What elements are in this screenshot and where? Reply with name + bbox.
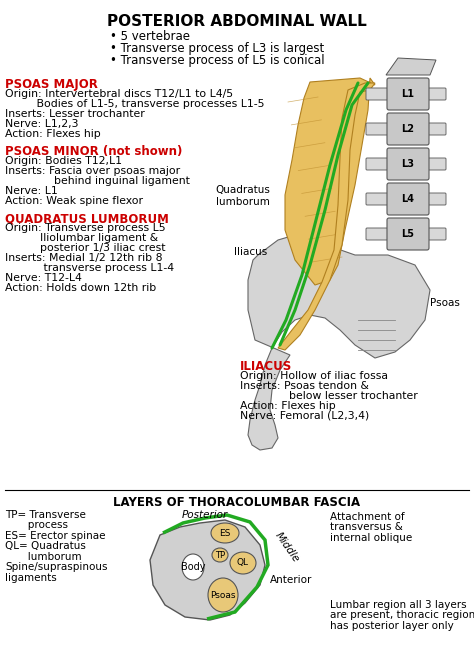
Polygon shape [386, 58, 436, 75]
Text: PSOAS MINOR (not shown): PSOAS MINOR (not shown) [5, 145, 182, 158]
Ellipse shape [211, 523, 239, 543]
Text: L2: L2 [401, 124, 414, 134]
Text: Inserts: Lesser trochanter: Inserts: Lesser trochanter [5, 109, 145, 119]
Text: PSOAS MAJOR: PSOAS MAJOR [5, 78, 98, 91]
Text: Psoas: Psoas [210, 591, 236, 599]
Text: Origin: Hollow of iliac fossa: Origin: Hollow of iliac fossa [240, 371, 388, 381]
Text: Nerve: L1: Nerve: L1 [5, 186, 58, 196]
FancyBboxPatch shape [387, 113, 429, 145]
FancyBboxPatch shape [387, 78, 429, 110]
Text: • Transverse process of L5 is conical: • Transverse process of L5 is conical [110, 54, 325, 67]
Text: ligaments: ligaments [5, 573, 57, 583]
Ellipse shape [182, 554, 204, 580]
Text: Bodies of L1-5, transverse processes L1-5: Bodies of L1-5, transverse processes L1-… [5, 99, 264, 109]
FancyBboxPatch shape [387, 183, 429, 215]
Text: Action: Flexes hip: Action: Flexes hip [240, 401, 336, 411]
Text: ES: ES [219, 528, 231, 538]
Text: Nerve: L1,2,3: Nerve: L1,2,3 [5, 119, 79, 129]
Text: Posterior: Posterior [182, 510, 228, 520]
Text: internal oblique: internal oblique [330, 533, 412, 543]
Text: Origin: Transverse process L5: Origin: Transverse process L5 [5, 223, 165, 233]
FancyBboxPatch shape [387, 218, 429, 250]
Polygon shape [150, 520, 265, 620]
Text: Anterior: Anterior [270, 575, 312, 585]
Text: Inserts: Medial 1/2 12th rib 8: Inserts: Medial 1/2 12th rib 8 [5, 253, 163, 263]
Text: L3: L3 [401, 159, 414, 169]
FancyBboxPatch shape [426, 158, 446, 170]
Text: Iliacus: Iliacus [234, 247, 267, 257]
Text: Inserts: Psoas tendon &: Inserts: Psoas tendon & [240, 381, 369, 391]
FancyBboxPatch shape [366, 193, 390, 205]
FancyBboxPatch shape [366, 123, 390, 135]
FancyBboxPatch shape [366, 158, 390, 170]
Text: behind inguinal ligament: behind inguinal ligament [5, 176, 190, 186]
Text: Psoas: Psoas [430, 298, 460, 308]
Text: Attachment of: Attachment of [330, 512, 405, 522]
Text: QUADRATUS LUMBORUM: QUADRATUS LUMBORUM [5, 212, 169, 225]
Ellipse shape [208, 578, 238, 612]
FancyBboxPatch shape [387, 148, 429, 180]
Text: QL= Quadratus: QL= Quadratus [5, 542, 86, 552]
Text: QL: QL [237, 558, 249, 568]
Polygon shape [278, 83, 375, 350]
Text: TP= Transverse: TP= Transverse [5, 510, 86, 520]
Text: L4: L4 [401, 194, 414, 204]
FancyBboxPatch shape [426, 193, 446, 205]
Text: Body: Body [181, 562, 205, 572]
Polygon shape [248, 235, 430, 450]
Text: process: process [5, 520, 68, 530]
Text: posterior 1/3 iliac crest: posterior 1/3 iliac crest [5, 243, 165, 253]
Text: Quadratus
lumborum: Quadratus lumborum [215, 185, 270, 206]
Text: below lesser trochanter: below lesser trochanter [240, 391, 418, 401]
Text: LAYERS OF THORACOLUMBAR FASCIA: LAYERS OF THORACOLUMBAR FASCIA [113, 496, 361, 509]
Text: Origin: Bodies T12,L1: Origin: Bodies T12,L1 [5, 156, 122, 166]
Text: Action: Flexes hip: Action: Flexes hip [5, 129, 101, 139]
Text: lumborum: lumborum [5, 552, 82, 562]
Ellipse shape [212, 548, 228, 562]
Text: Inserts: Fascia over psoas major: Inserts: Fascia over psoas major [5, 166, 180, 176]
Ellipse shape [230, 552, 256, 574]
Text: ILIACUS: ILIACUS [240, 360, 292, 373]
Text: Spine/supraspinous: Spine/supraspinous [5, 562, 108, 572]
Text: has posterior layer only: has posterior layer only [330, 621, 454, 631]
Text: L1: L1 [401, 89, 414, 99]
Text: Middle: Middle [273, 530, 301, 564]
Text: L5: L5 [401, 229, 414, 239]
FancyBboxPatch shape [426, 123, 446, 135]
Polygon shape [285, 78, 375, 285]
Text: Origin: Intervertebral discs T12/L1 to L4/5: Origin: Intervertebral discs T12/L1 to L… [5, 89, 233, 99]
Text: are present, thoracic region: are present, thoracic region [330, 611, 474, 621]
Text: • 5 vertebrae: • 5 vertebrae [110, 30, 190, 43]
Text: Lumbar region all 3 layers: Lumbar region all 3 layers [330, 600, 466, 610]
Text: transverse process L1-4: transverse process L1-4 [5, 263, 174, 273]
Text: Nerve: Femoral (L2,3,4): Nerve: Femoral (L2,3,4) [240, 411, 369, 421]
Text: ES= Erector spinae: ES= Erector spinae [5, 531, 106, 541]
FancyBboxPatch shape [426, 88, 446, 100]
Text: TP: TP [215, 550, 225, 560]
Text: Action: Holds down 12th rib: Action: Holds down 12th rib [5, 283, 156, 293]
Text: • Transverse process of L3 is largest: • Transverse process of L3 is largest [110, 42, 324, 55]
FancyBboxPatch shape [366, 88, 390, 100]
FancyBboxPatch shape [366, 228, 390, 240]
Text: Iliolumbar ligament &: Iliolumbar ligament & [5, 233, 158, 243]
Text: POSTERIOR ABDOMINAL WALL: POSTERIOR ABDOMINAL WALL [107, 14, 367, 29]
Text: transversus &: transversus & [330, 522, 403, 532]
Text: Nerve: T12-L4: Nerve: T12-L4 [5, 273, 82, 283]
Text: Action: Weak spine flexor: Action: Weak spine flexor [5, 196, 143, 206]
FancyBboxPatch shape [426, 228, 446, 240]
